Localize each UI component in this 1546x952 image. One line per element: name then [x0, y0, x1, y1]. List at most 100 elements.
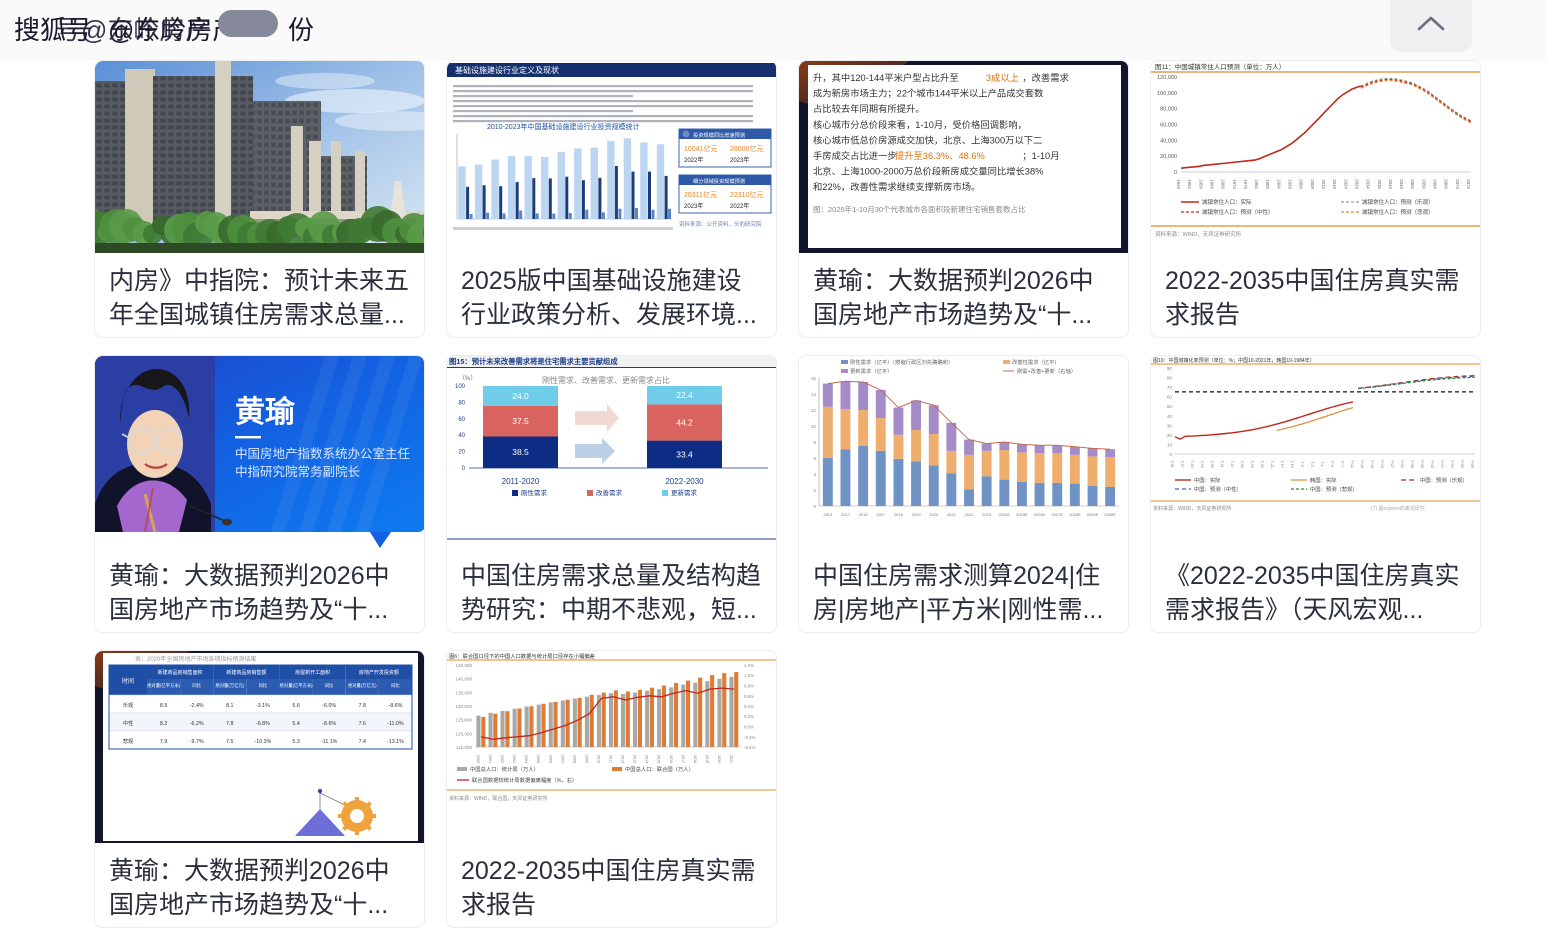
svg-text:联合国数据较统计局数据偏离幅度（%，右）: 联合国数据较统计局数据偏离幅度（%，右） [472, 776, 577, 784]
svg-text:2020: 2020 [717, 755, 721, 763]
svg-text:T-25: T-25 [1260, 460, 1264, 467]
svg-text:同比: 同比 [325, 682, 334, 689]
svg-text:T-29: T-29 [1250, 460, 1254, 467]
svg-text:1.0%: 1.0% [744, 673, 754, 678]
svg-text:中国：预测（中性）: 中国：预测（中性） [1194, 485, 1242, 493]
svg-text:房地产开发投资额: 房地产开发投资额 [359, 669, 399, 676]
svg-text:中国房地产指数系统办公室主任: 中国房地产指数系统办公室主任 [235, 446, 410, 461]
svg-text:和22%，改善性需求继续支撑新房市场。: 和22%，改善性需求继续支撑新房市场。 [813, 181, 980, 192]
svg-text:T+7: T+7 [1340, 461, 1344, 467]
svg-text:30: 30 [1167, 423, 1173, 428]
svg-text:2011: 2011 [609, 755, 613, 763]
svg-text:2028E: 2028E [1069, 512, 1081, 517]
svg-text:图6：联合国口径下的中国人口数据与统计局口径存在小幅偏差: 图6：联合国口径下的中国人口数据与统计局口径存在小幅偏差 [449, 652, 595, 660]
svg-text:核心城市分总价段来看，1-10月，受价格回调影响，: 核心城市分总价段来看，1-10月，受价格回调影响， [813, 119, 1027, 130]
svg-text:T+47: T+47 [1440, 460, 1444, 468]
svg-text:2039: 2039 [1377, 179, 1382, 189]
svg-text:1974: 1974 [1232, 179, 1237, 189]
svg-text:2016: 2016 [669, 755, 673, 763]
svg-text:(?) 图explore的来访研究: (?) 图explore的来访研究 [1371, 505, 1425, 512]
svg-text:改善性需求（亿平）: 改善性需求（亿平） [1012, 358, 1060, 366]
svg-text:120,000: 120,000 [1157, 75, 1177, 81]
svg-text:北京、上海1000-2000万总价段新房成交量同比增长38%: 北京、上海1000-2000万总价段新房成交量同比增长38% [813, 166, 1043, 177]
svg-text:5.4: 5.4 [292, 721, 299, 727]
svg-text:-10.3%: -10.3% [255, 739, 272, 745]
svg-text:-6.2%: -6.2% [190, 721, 204, 727]
svg-text:核心城市低总价房源成交加快，北京、上海300万以下二: 核心城市低总价房源成交加快，北京、上海300万以下二 [813, 134, 1042, 145]
svg-text:中国：预测（悲观）: 中国：预测（悲观） [1310, 485, 1358, 493]
svg-text:T-41: T-41 [1220, 460, 1224, 467]
svg-text:20,000: 20,000 [1160, 154, 1177, 160]
svg-text:40: 40 [1167, 414, 1173, 419]
svg-text:0.2%: 0.2% [744, 714, 754, 719]
svg-text:2027E: 2027E [1051, 512, 1063, 517]
svg-text:8.2: 8.2 [160, 721, 167, 727]
svg-text:同比: 同比 [259, 682, 268, 689]
svg-text:T-5: T-5 [1310, 461, 1314, 466]
svg-text:80: 80 [458, 400, 465, 406]
svg-text:115,000: 115,000 [456, 745, 473, 750]
svg-text:2013: 2013 [633, 755, 637, 763]
svg-text:-3.1%: -3.1% [256, 703, 270, 709]
svg-text:刚性需求、改善需求、更新需求占比: 刚性需求、改善需求、更新需求占比 [542, 375, 670, 385]
svg-text:2054: 2054 [1410, 179, 1415, 189]
svg-text:-11.0%: -11.0% [387, 721, 404, 727]
svg-text:绝对量(万亿元): 绝对量(万亿元) [348, 682, 377, 689]
svg-text:2004: 2004 [1299, 179, 1304, 189]
svg-text:中性: 中性 [123, 719, 134, 727]
svg-text:T-49: T-49 [1200, 460, 1204, 467]
svg-text:-8.6%: -8.6% [388, 703, 402, 709]
svg-text:城镇常住人口：实际: 城镇常住人口：实际 [1202, 198, 1252, 206]
svg-text:-9.7%: -9.7% [190, 739, 204, 745]
svg-text:-2.4%: -2.4% [190, 703, 204, 709]
svg-text:2024: 2024 [1343, 179, 1348, 189]
svg-text:2026E: 2026E [1034, 512, 1046, 517]
svg-text:2023年: 2023年 [730, 156, 749, 164]
svg-text:图11：中国城镇常住人口预测（单位：万人）: 图11：中国城镇常住人口预测（单位：万人） [1155, 62, 1285, 71]
svg-text:-8.6%: -8.6% [322, 721, 336, 727]
svg-text:刚性需求: 刚性需求 [521, 488, 548, 497]
svg-text:T+39: T+39 [1420, 460, 1424, 468]
svg-text:细分领域投资规模预测: 细分领域投资规模预测 [693, 177, 745, 185]
svg-text:7.8: 7.8 [226, 721, 233, 727]
svg-text:占比较去年同期有所提升。: 占比较去年同期有所提升。 [813, 103, 925, 114]
svg-text:2005: 2005 [536, 755, 540, 763]
svg-text:1959: 1959 [1198, 179, 1203, 189]
svg-text:T+19: T+19 [1370, 460, 1374, 468]
svg-text:T+3: T+3 [1330, 461, 1334, 467]
svg-text:33.4: 33.4 [676, 449, 693, 459]
svg-text:2018: 2018 [859, 512, 869, 517]
svg-text:提升至36.3%、48.6%: 提升至36.3%、48.6% [895, 150, 985, 161]
svg-text:2017: 2017 [841, 512, 851, 517]
svg-text:7.8: 7.8 [359, 703, 366, 709]
svg-text:T+27: T+27 [1390, 460, 1394, 468]
svg-text:新建商品房销售额: 新建商品房销售额 [226, 669, 266, 676]
svg-text:2017: 2017 [681, 755, 685, 763]
svg-text:刚性需求（亿平）（按缩行政区刘先确确积）: 刚性需求（亿平）（按缩行政区刘先确确积） [850, 358, 953, 366]
svg-text:20: 20 [1167, 433, 1173, 438]
svg-text:1979: 1979 [1243, 179, 1248, 189]
svg-text:5.3: 5.3 [292, 739, 299, 745]
svg-text:T-9: T-9 [1300, 461, 1304, 466]
svg-text:2044: 2044 [1388, 179, 1393, 189]
svg-text:0: 0 [1169, 452, 1172, 457]
svg-text:8: 8 [813, 440, 816, 445]
svg-text:2002: 2002 [500, 755, 504, 763]
svg-text:10: 10 [1167, 442, 1173, 447]
svg-text:图10：中国城镇化率预测（单位：%；中国10-2021年，韩: 图10：中国城镇化率预测（单位：%；中国10-2021年，韩国10-1984年） [1153, 357, 1315, 364]
svg-text:-6.0%: -6.0% [322, 703, 336, 709]
svg-text:图：2025年1-10月30个代表城市各面积段新建住宅销售套: 图：2025年1-10月30个代表城市各面积段新建住宅销售套数占比 [813, 204, 1026, 214]
svg-text:T-17: T-17 [1280, 460, 1284, 467]
svg-text:2001: 2001 [488, 755, 492, 763]
svg-text:2009: 2009 [1310, 179, 1315, 189]
svg-text:黄瑜: 黄瑜 [235, 395, 296, 429]
svg-text:乐观: 乐观 [123, 702, 134, 709]
svg-text:37.5: 37.5 [512, 416, 529, 426]
svg-text:2025E: 2025E [1016, 512, 1028, 517]
svg-text:刚需+改善+更新（右轴）: 刚需+改善+更新（右轴） [1017, 367, 1076, 375]
svg-text:1989: 1989 [1265, 179, 1270, 189]
svg-text:资料来源：WIND，联合国，天风证券研究所: 资料来源：WIND，联合国，天风证券研究所 [449, 795, 547, 802]
svg-text:14: 14 [811, 392, 817, 397]
svg-text:2014: 2014 [1321, 179, 1326, 189]
svg-text:同比: 同比 [391, 682, 400, 689]
